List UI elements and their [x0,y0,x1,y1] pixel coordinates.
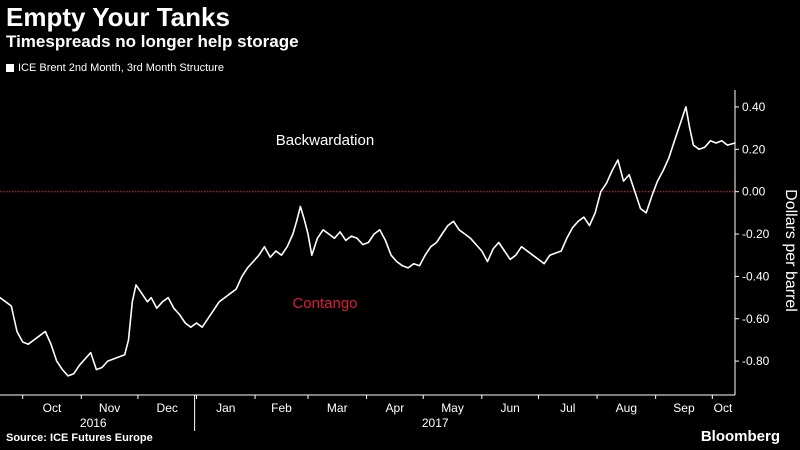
x-tick-label: Aug [616,401,637,415]
x-tick-label: Jun [500,401,519,415]
y-tick-label: -0.40 [742,269,770,283]
brand-logo: Bloomberg [700,428,780,445]
backwardation-annotation: Backwardation [276,132,374,149]
x-tick-label: May [441,401,464,415]
source-note: Source: ICE Futures Europe [6,432,153,444]
x-tick-label: Oct [43,401,62,415]
x-tick-label: Oct [714,401,733,415]
x-tick-label: Jan [216,401,235,415]
legend-swatch [6,64,14,72]
x-tick-label: Sep [673,401,695,415]
y-tick-label: -0.20 [742,227,770,241]
legend: ICE Brent 2nd Month, 3rd Month Structure [6,62,224,74]
y-tick-label: 0.40 [742,100,766,114]
y-tick-label: 0.00 [742,185,766,199]
y-tick-label: -0.80 [742,354,770,368]
y-tick-label: -0.60 [742,312,770,326]
contango-annotation: Contango [292,295,357,312]
year-label: 2017 [422,416,449,430]
x-tick-label: Apr [386,401,405,415]
x-tick-label: Jul [560,401,575,415]
axes: 0.40 0.20 0.00 -0.20 -0.40 -0.60 -0.80 Dollars … [0,90,799,431]
y-axis-title: Dollars per barrel [782,189,799,312]
x-tick-label: Mar [327,401,348,415]
series-line [0,106,736,377]
y-tick-label: 0.20 [742,142,766,156]
plot-area: Backwardation Contango [0,106,736,377]
x-tick-label: Dec [157,401,178,415]
legend-label: ICE Brent 2nd Month, 3rd Month Structure [18,62,225,74]
chart-title: Empty Your Tanks [6,2,230,32]
chart-subtitle: Timespreads no longer help storage [6,32,299,51]
year-label: 2016 [80,416,107,430]
x-tick-label: Nov [99,401,120,415]
x-tick-label: Feb [271,401,292,415]
